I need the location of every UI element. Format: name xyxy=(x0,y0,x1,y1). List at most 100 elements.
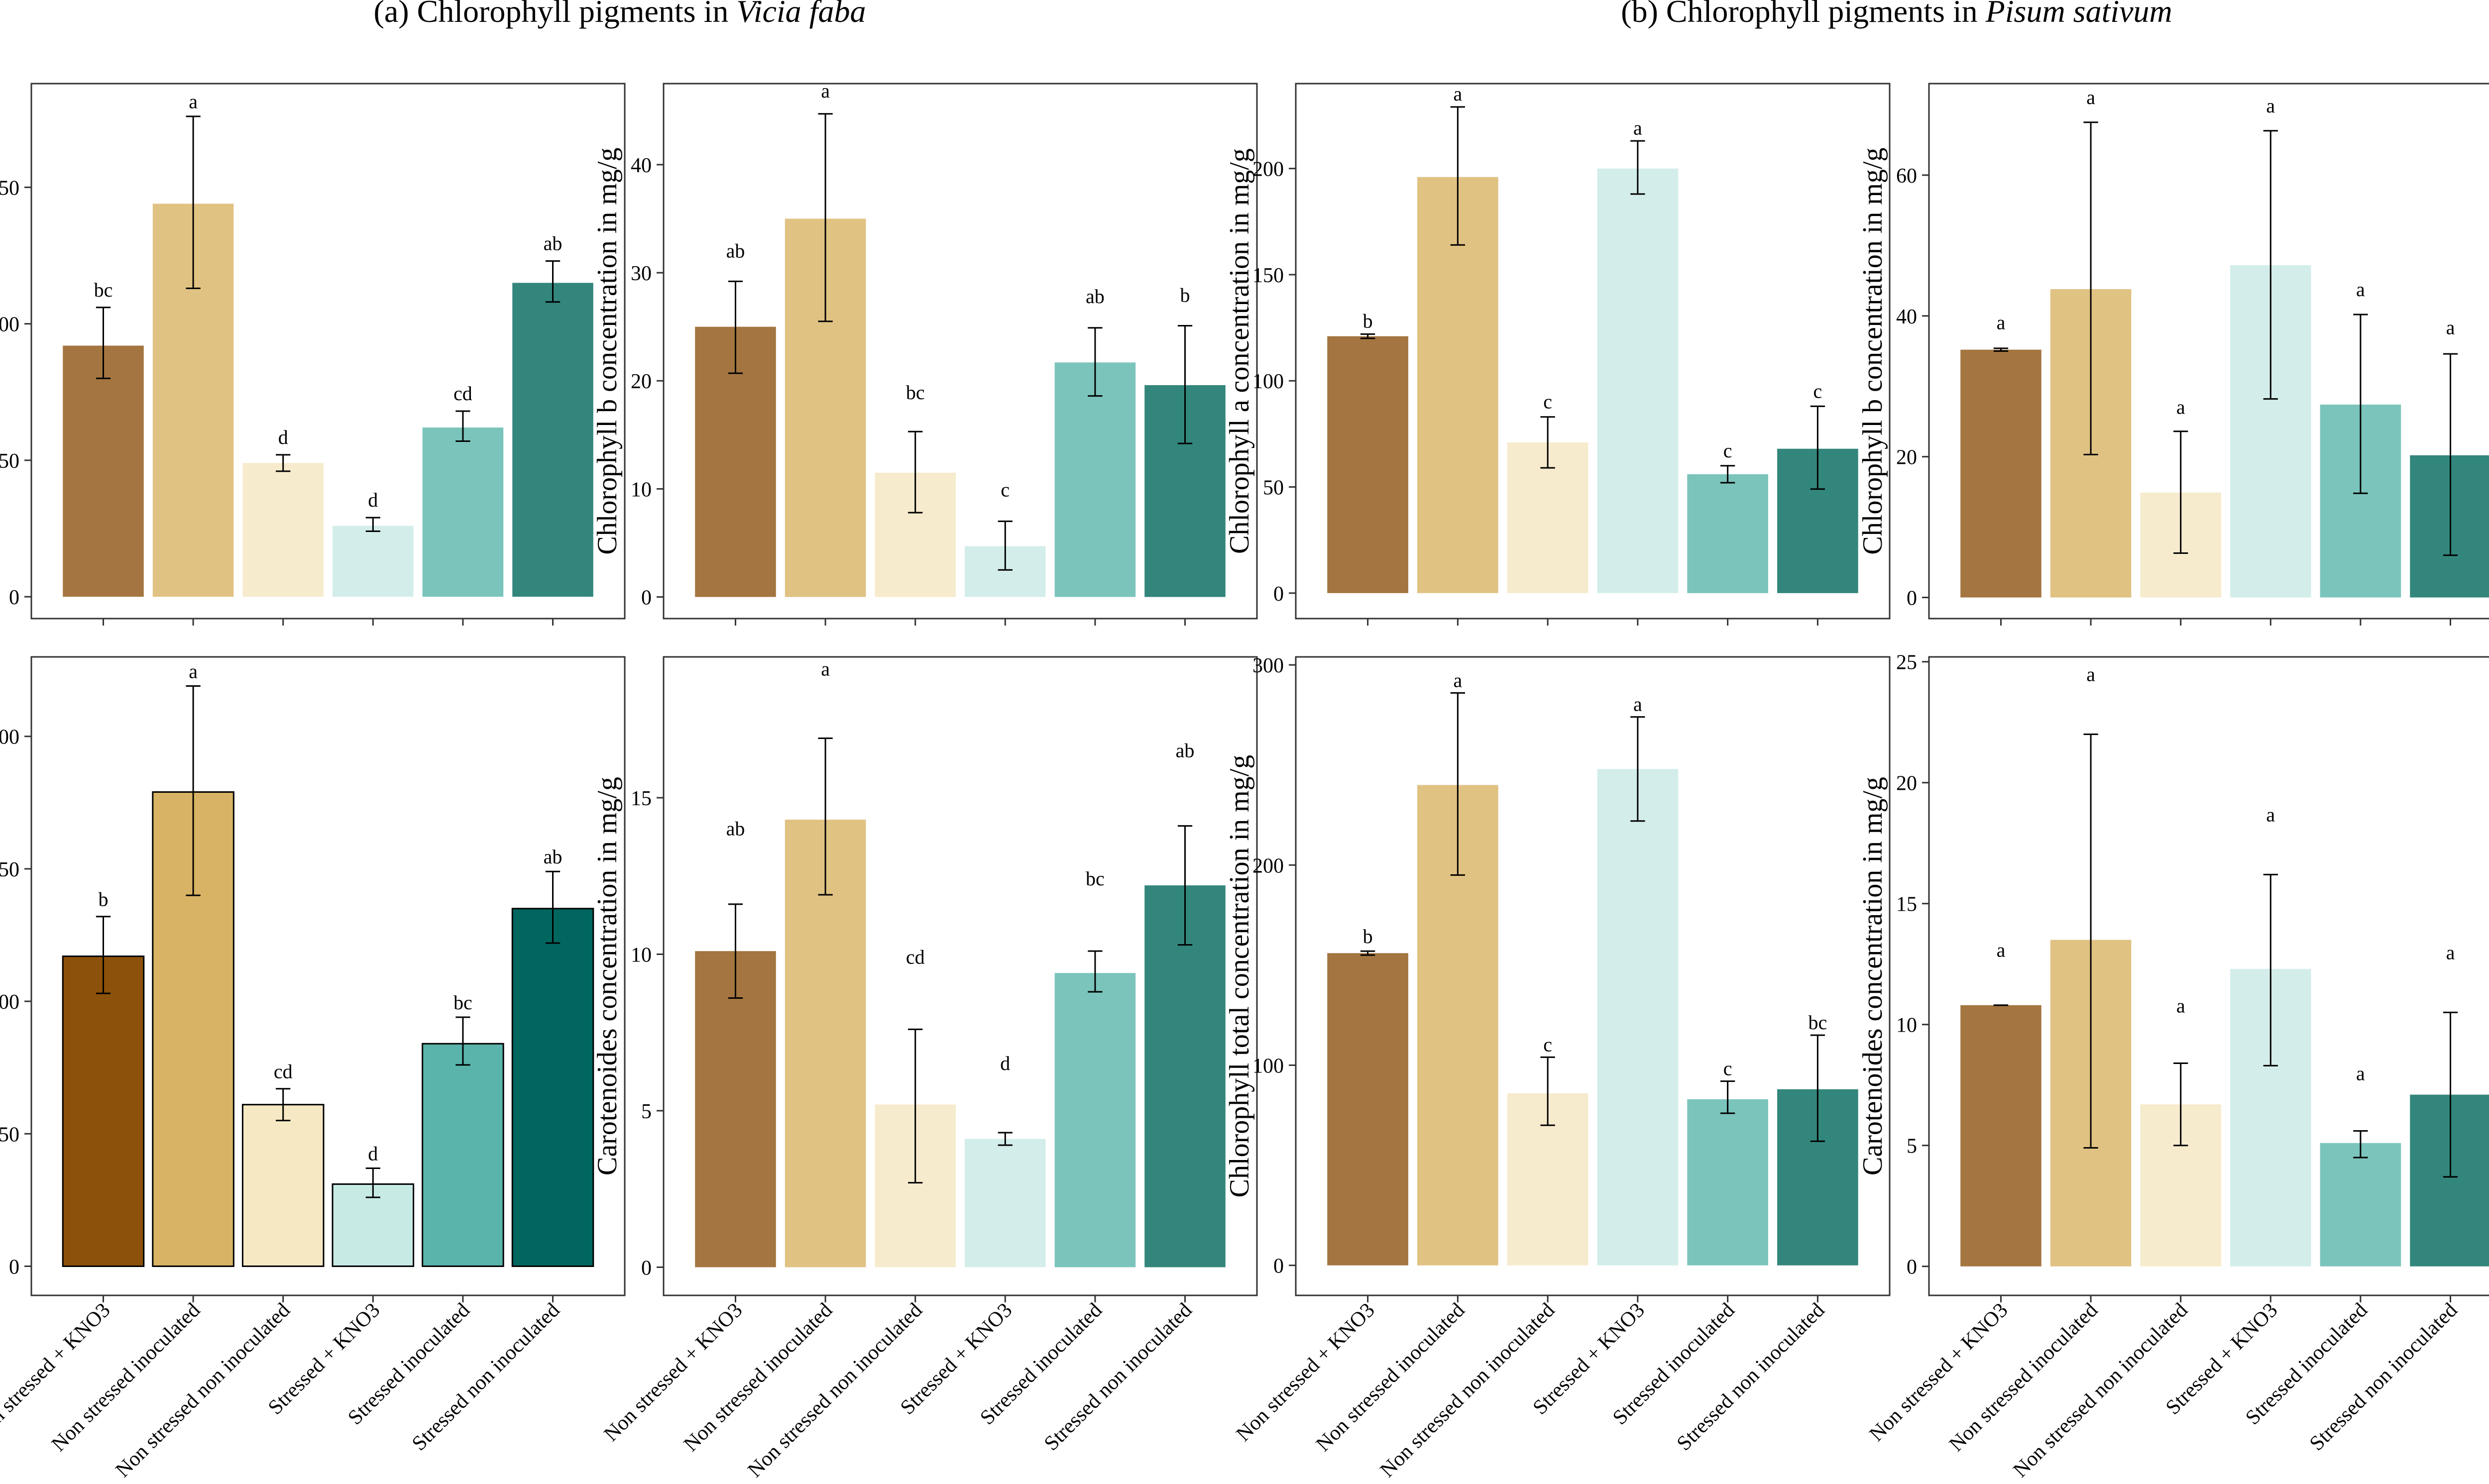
bar-5 xyxy=(422,1043,504,1267)
x-tick-label: Non stressed inoculated xyxy=(47,1299,205,1456)
x-tick-label: Non stressed inoculated xyxy=(1945,1299,2102,1456)
significance-letter-1: bc xyxy=(94,279,113,301)
error-bar-5 xyxy=(2353,1130,2368,1159)
y-tick-label: 150 xyxy=(0,858,19,881)
bar-6 xyxy=(512,283,593,597)
significance-letter-3: a xyxy=(2176,396,2185,418)
significance-letter-6: ab xyxy=(544,232,563,255)
significance-letter-5: c xyxy=(1723,439,1732,462)
x-tick-label: Non stressed non inoculated xyxy=(744,1299,927,1482)
significance-letter-6: b xyxy=(1180,284,1190,307)
error-bar-3 xyxy=(2173,1062,2188,1147)
bar-5 xyxy=(1687,1099,1768,1266)
error-bar-4 xyxy=(365,517,380,532)
x-tick-label: Non stressed non inoculated xyxy=(112,1299,295,1482)
y-tick-label: 50 xyxy=(0,1123,19,1146)
significance-letter-6: a xyxy=(2446,941,2455,963)
significance-letter-1: b xyxy=(98,888,108,910)
y-tick-label: 20 xyxy=(1896,772,1917,795)
x-tick-label: Stressed non inoculated xyxy=(408,1299,565,1456)
y-tick-label: 100 xyxy=(0,991,19,1014)
significance-letter-1: ab xyxy=(726,240,745,262)
bar-5 xyxy=(2320,1143,2401,1267)
y-tick-label: 50 xyxy=(0,450,19,473)
error-bar-3 xyxy=(908,430,923,514)
error-bar-1 xyxy=(96,307,111,379)
x-tick-label: Non stressed non inoculated xyxy=(1376,1299,1559,1482)
error-bar-2 xyxy=(186,685,201,896)
error-bar-4 xyxy=(1630,716,1645,822)
y-tick-label: 0 xyxy=(1273,583,1284,606)
error-bar-2 xyxy=(1450,692,1466,876)
error-bar-6 xyxy=(1810,1034,1825,1142)
bar-5 xyxy=(422,427,504,597)
significance-letter-5: bc xyxy=(453,991,472,1014)
bar-5 xyxy=(1687,474,1768,593)
error-bar-1 xyxy=(1360,950,1375,956)
bar-1 xyxy=(63,345,144,597)
significance-letter-6: ab xyxy=(1176,739,1195,761)
error-bar-5 xyxy=(455,1016,470,1066)
bar-6 xyxy=(2410,455,2489,598)
bar-5 xyxy=(1054,362,1136,597)
y-tick-label: 300 xyxy=(1252,654,1284,677)
error-bar-3 xyxy=(908,1028,923,1184)
bar-1 xyxy=(1327,953,1408,1266)
error-bar-6 xyxy=(1810,405,1825,490)
y-tick-label: 5 xyxy=(641,1100,652,1123)
bar-3 xyxy=(242,463,324,597)
y-axis-label: Chlorophyll total concentration in mg/g xyxy=(1224,755,1255,1198)
significance-letter-2: a xyxy=(1453,669,1462,691)
bar-4 xyxy=(1597,168,1679,593)
y-tick-label: 15 xyxy=(1896,893,1917,916)
y-axis-label: Carotenoides concentration in mg/g xyxy=(592,777,623,1175)
y-axis-label: Chlorophyll a concentration in mg/g xyxy=(1224,148,1255,554)
significance-letter-3: d xyxy=(278,426,288,448)
bar-4 xyxy=(965,1139,1046,1268)
y-axis-label: Chlorophyll b concentration in mg/g xyxy=(1857,147,1888,554)
significance-letter-5: cd xyxy=(453,382,472,405)
chart-panel-2: 0 10 20 30 40 Chlorophyll b concentration in … xyxy=(592,80,1258,626)
error-bar-2 xyxy=(2083,734,2098,1149)
x-tick-label: Non stressed non inoculated xyxy=(2009,1299,2192,1482)
significance-letter-2: a xyxy=(2086,663,2095,686)
y-tick-label: 0 xyxy=(9,586,19,609)
bar-4 xyxy=(333,526,414,597)
error-bar-5 xyxy=(1720,465,1735,484)
bar-2 xyxy=(1417,177,1498,593)
significance-letter-6: bc xyxy=(1809,1011,1827,1034)
significance-letter-1: ab xyxy=(726,817,745,840)
significance-letter-4: d xyxy=(368,489,378,511)
x-tick-label: Stressed non inoculated xyxy=(1673,1299,1829,1456)
y-tick-label: 40 xyxy=(1896,306,1917,328)
y-tick-label: 30 xyxy=(631,262,652,285)
significance-letter-4: a xyxy=(1633,116,1642,139)
chart-panel-1: 050100150Chlorophyll a concentration in … xyxy=(0,83,626,626)
bar-5 xyxy=(1054,973,1136,1268)
x-tick-label: Stressed non inoculated xyxy=(2305,1299,2462,1456)
error-bar-6 xyxy=(2443,353,2458,556)
error-bar-1 xyxy=(1360,333,1375,339)
y-tick-label: 10 xyxy=(1896,1014,1917,1037)
significance-letter-2: a xyxy=(1453,83,1462,105)
bar-6 xyxy=(1144,885,1226,1268)
error-bar-3 xyxy=(1540,416,1555,469)
significance-letter-3: cd xyxy=(906,946,925,968)
error-bar-3 xyxy=(276,454,291,472)
bar-4 xyxy=(1597,769,1679,1266)
significance-letter-6: c xyxy=(1813,380,1822,402)
significance-letter-1: b xyxy=(1363,925,1373,948)
error-bar-1 xyxy=(1993,347,2009,352)
significance-letter-2: a xyxy=(189,660,198,683)
significance-letter-2: a xyxy=(821,80,830,102)
error-bar-6 xyxy=(2443,1011,2458,1178)
error-bar-6 xyxy=(545,260,561,303)
chart-panel-6: 0 5 10 15 Carotenoides concentration in mg/g… xyxy=(592,656,1258,1482)
error-bar-2 xyxy=(2083,121,2098,455)
bar-1 xyxy=(1960,349,2041,598)
significance-letter-6: ab xyxy=(544,846,563,868)
error-bar-4 xyxy=(2263,873,2278,1066)
error-bar-6 xyxy=(545,870,561,944)
chart-panel-7: 0 100 200 300 Chlorophyll total concentratio… xyxy=(1224,654,1891,1482)
